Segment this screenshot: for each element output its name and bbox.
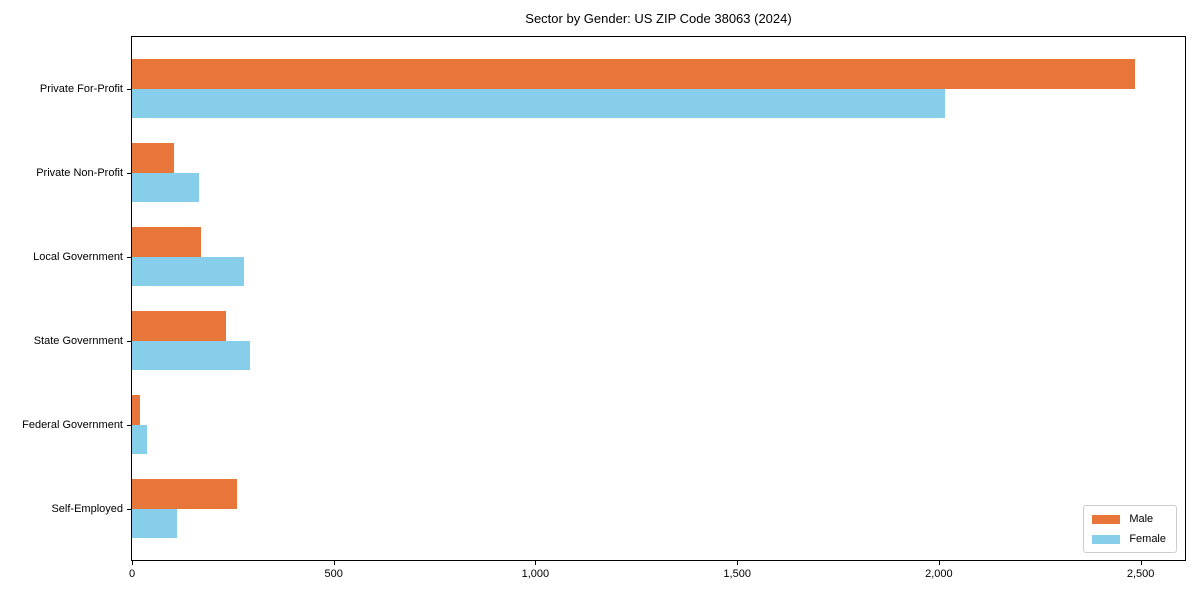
x-axis-tick xyxy=(535,561,537,565)
x-axis-tick-label: 1,500 xyxy=(723,568,751,580)
x-axis-tick xyxy=(1140,561,1142,565)
y-axis-tick xyxy=(127,256,131,258)
x-axis-tick-label: 1,000 xyxy=(521,568,550,580)
y-axis-label: Private Non-Profit xyxy=(36,166,123,179)
x-axis-tick-label: 0 xyxy=(128,568,136,580)
x-axis-tick xyxy=(737,561,739,565)
y-axis-label: State Government xyxy=(33,334,123,347)
bar-female-local-government xyxy=(132,256,244,286)
x-axis-tick-label: 500 xyxy=(324,568,343,580)
bar-female-self-employed xyxy=(132,508,178,538)
x-axis-tick xyxy=(132,561,133,565)
legend: Male Female xyxy=(1083,505,1177,553)
x-axis-tick xyxy=(938,561,940,565)
bar-male-private-for-profit xyxy=(132,59,1135,89)
legend-label-male: Male xyxy=(1129,513,1154,525)
bar-male-private-non-profit xyxy=(132,143,174,173)
y-axis-tick xyxy=(127,424,131,426)
y-axis-tick xyxy=(127,508,131,510)
bar-female-federal-government xyxy=(132,424,147,454)
y-axis-tick xyxy=(127,172,131,174)
y-axis-label: Federal Government xyxy=(22,418,123,431)
plot-area: Male Female xyxy=(131,36,1186,561)
bar-male-self-employed xyxy=(132,479,237,509)
chart-title: Sector by Gender: US ZIP Code 38063 (202… xyxy=(525,11,792,26)
x-axis-tick xyxy=(333,561,335,565)
bar-female-private-non-profit xyxy=(132,172,200,202)
legend-item-female: Female xyxy=(1092,531,1166,547)
bar-male-local-government xyxy=(132,227,202,257)
bar-female-private-for-profit xyxy=(132,88,945,118)
y-axis-label: Local Government xyxy=(33,250,123,263)
bar-male-state-government xyxy=(132,311,226,341)
legend-item-male: Male xyxy=(1092,511,1166,527)
bars-layer xyxy=(132,37,1185,560)
bar-male-federal-government xyxy=(132,395,140,425)
legend-swatch-male xyxy=(1092,514,1121,524)
legend-label-female: Female xyxy=(1129,533,1166,545)
x-axis-tick-label: 2,500 xyxy=(1126,568,1155,580)
y-axis-tick xyxy=(127,88,131,90)
legend-swatch-female xyxy=(1092,534,1121,544)
bar-female-state-government xyxy=(132,340,251,370)
y-axis-label: Private For-Profit xyxy=(39,82,123,95)
y-axis-label: Self-Employed xyxy=(51,502,123,515)
x-axis-tick-label: 2,000 xyxy=(925,568,953,580)
y-axis-tick xyxy=(127,340,131,342)
